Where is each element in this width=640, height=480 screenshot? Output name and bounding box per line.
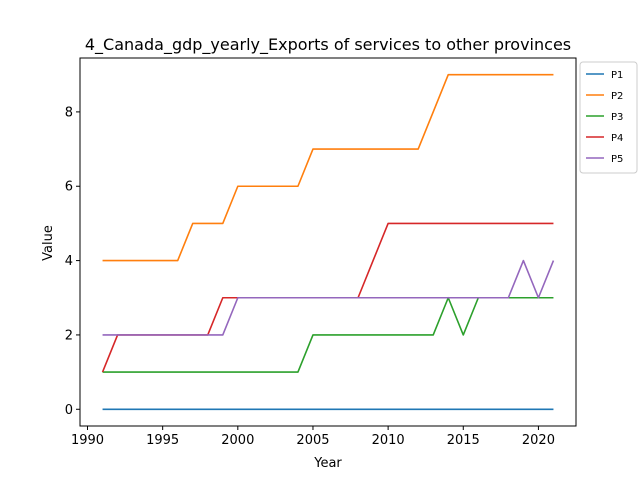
x-tick-label: 2005 [296,433,329,448]
x-tick-label: 1995 [146,433,179,448]
series-line-p2 [102,73,554,262]
plot-frame [79,57,577,427]
y-tick-label: 0 [65,403,73,418]
x-tick-label: 2020 [522,433,555,448]
x-tick-label: 2010 [372,433,405,448]
x-axis: 1990 1995 2000 2005 2010 2015 2020 [71,426,555,448]
y-tick-label: 4 [65,254,73,269]
legend: P1 P2 P3 P4 P5 [579,61,638,174]
y-tick-label: 8 [65,105,73,120]
x-tick-label: 2000 [221,433,254,448]
x-tick-label: 2015 [447,433,480,448]
y-tick-label: 2 [65,328,73,343]
x-tick-label: 1990 [71,433,104,448]
y-axis-label: Value [41,225,56,261]
y-tick-label: 6 [65,180,73,195]
y-axis: 0 2 4 6 8 [65,105,80,418]
chart-title: 4_Canada_gdp_yearly_Exports of services … [85,35,571,55]
legend-box [579,61,638,174]
legend-label: P4 [611,133,623,144]
legend-label: P2 [611,91,623,102]
legend-label: P1 [611,70,623,81]
legend-label: P5 [611,154,623,165]
plot-lines [101,73,555,411]
series-line-p5 [102,259,555,336]
x-axis-label: Year [313,456,342,471]
legend-label: P3 [611,112,623,123]
